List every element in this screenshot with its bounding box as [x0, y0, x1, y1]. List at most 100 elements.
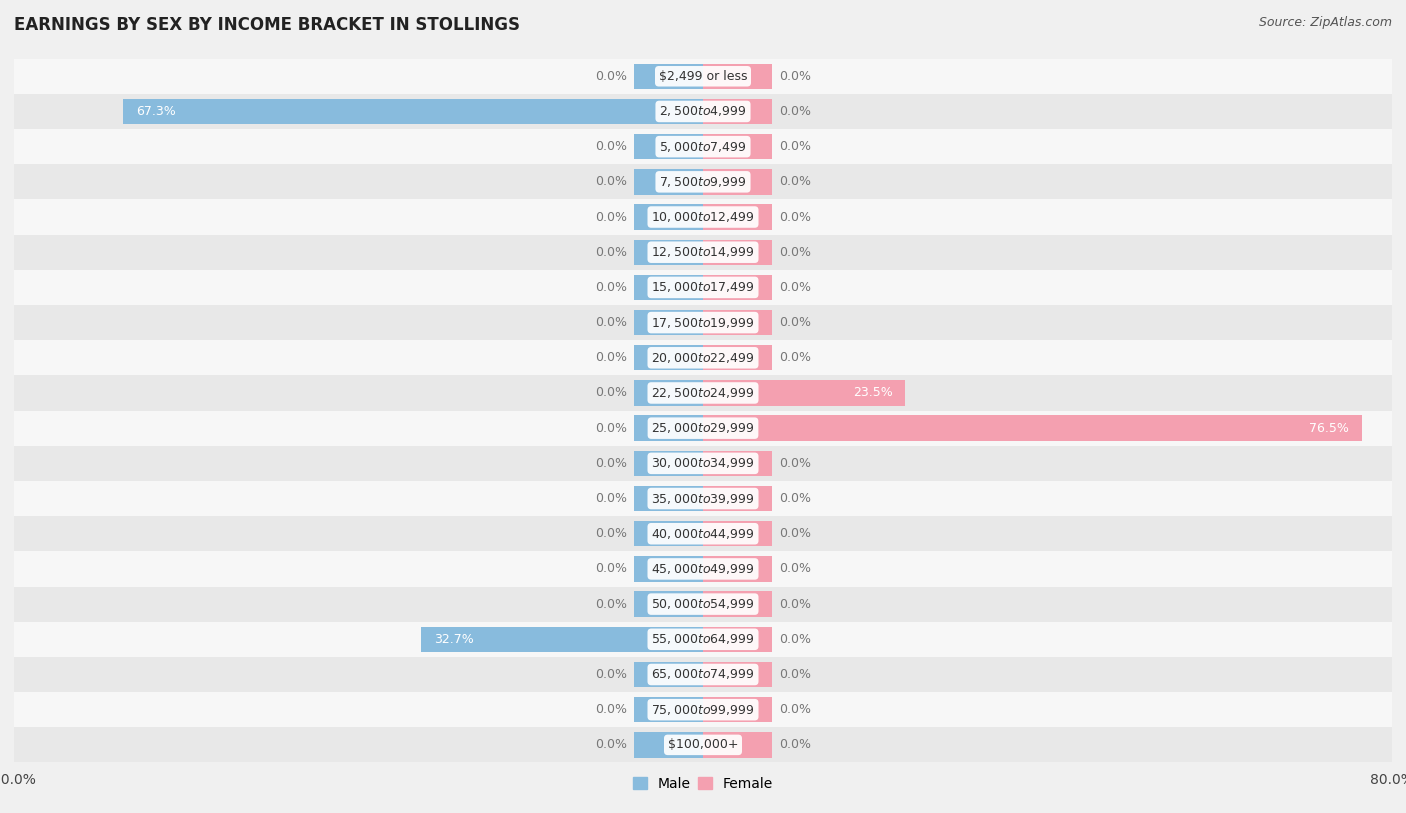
Text: 0.0%: 0.0%: [779, 598, 811, 611]
Bar: [14, 516, 1392, 551]
Text: $30,000 to $34,999: $30,000 to $34,999: [651, 456, 755, 471]
Text: 0.0%: 0.0%: [595, 386, 627, 399]
Text: $20,000 to $22,499: $20,000 to $22,499: [651, 350, 755, 365]
Text: $35,000 to $39,999: $35,000 to $39,999: [651, 492, 755, 506]
Text: 0.0%: 0.0%: [595, 563, 627, 576]
Text: 0.0%: 0.0%: [595, 703, 627, 716]
Bar: [703, 275, 772, 300]
Bar: [703, 134, 772, 159]
Text: $12,500 to $14,999: $12,500 to $14,999: [651, 246, 755, 259]
Bar: [703, 415, 1362, 441]
Bar: [634, 169, 703, 194]
Bar: [634, 415, 703, 441]
Bar: [124, 99, 703, 124]
Bar: [634, 450, 703, 476]
Bar: [703, 521, 772, 546]
Bar: [14, 622, 1392, 657]
Bar: [703, 99, 772, 124]
Bar: [634, 486, 703, 511]
Bar: [634, 556, 703, 581]
Text: 0.0%: 0.0%: [779, 70, 811, 83]
Text: 0.0%: 0.0%: [595, 316, 627, 329]
Bar: [14, 305, 1392, 340]
Text: 67.3%: 67.3%: [136, 105, 176, 118]
Text: $2,499 or less: $2,499 or less: [659, 70, 747, 83]
Text: 0.0%: 0.0%: [595, 246, 627, 259]
Text: 0.0%: 0.0%: [595, 176, 627, 189]
Text: $5,000 to $7,499: $5,000 to $7,499: [659, 140, 747, 154]
Bar: [703, 240, 772, 265]
Text: 0.0%: 0.0%: [779, 176, 811, 189]
Text: 0.0%: 0.0%: [779, 140, 811, 153]
Bar: [14, 376, 1392, 411]
Bar: [703, 63, 772, 89]
Bar: [703, 204, 772, 230]
Bar: [634, 733, 703, 758]
Text: $2,500 to $4,999: $2,500 to $4,999: [659, 104, 747, 119]
Bar: [634, 521, 703, 546]
Text: EARNINGS BY SEX BY INCOME BRACKET IN STOLLINGS: EARNINGS BY SEX BY INCOME BRACKET IN STO…: [14, 16, 520, 34]
Bar: [703, 697, 772, 722]
Bar: [634, 63, 703, 89]
Bar: [14, 93, 1392, 129]
Text: $10,000 to $12,499: $10,000 to $12,499: [651, 210, 755, 224]
Bar: [703, 591, 772, 617]
Text: Source: ZipAtlas.com: Source: ZipAtlas.com: [1258, 16, 1392, 29]
Text: $65,000 to $74,999: $65,000 to $74,999: [651, 667, 755, 681]
Text: 0.0%: 0.0%: [779, 316, 811, 329]
Text: 0.0%: 0.0%: [595, 457, 627, 470]
Bar: [14, 59, 1392, 93]
Text: 0.0%: 0.0%: [595, 598, 627, 611]
Bar: [14, 657, 1392, 692]
Text: 0.0%: 0.0%: [595, 492, 627, 505]
Bar: [703, 310, 772, 335]
Text: 0.0%: 0.0%: [779, 668, 811, 681]
Text: 0.0%: 0.0%: [779, 281, 811, 294]
Text: $25,000 to $29,999: $25,000 to $29,999: [651, 421, 755, 435]
Bar: [14, 129, 1392, 164]
Bar: [14, 199, 1392, 235]
Text: 0.0%: 0.0%: [779, 492, 811, 505]
Bar: [703, 380, 905, 406]
Bar: [14, 446, 1392, 481]
Bar: [14, 270, 1392, 305]
Text: 0.0%: 0.0%: [595, 351, 627, 364]
Text: $55,000 to $64,999: $55,000 to $64,999: [651, 633, 755, 646]
Bar: [703, 733, 772, 758]
Bar: [634, 345, 703, 371]
Text: 0.0%: 0.0%: [595, 422, 627, 435]
Bar: [703, 486, 772, 511]
Bar: [14, 728, 1392, 763]
Text: $75,000 to $99,999: $75,000 to $99,999: [651, 702, 755, 717]
Bar: [634, 240, 703, 265]
Text: 0.0%: 0.0%: [779, 563, 811, 576]
Legend: Male, Female: Male, Female: [627, 771, 779, 796]
Text: 0.0%: 0.0%: [595, 70, 627, 83]
Text: 0.0%: 0.0%: [595, 527, 627, 540]
Text: 0.0%: 0.0%: [595, 211, 627, 224]
Bar: [634, 275, 703, 300]
Text: 0.0%: 0.0%: [779, 105, 811, 118]
Text: 0.0%: 0.0%: [595, 140, 627, 153]
Text: $45,000 to $49,999: $45,000 to $49,999: [651, 562, 755, 576]
Text: 32.7%: 32.7%: [434, 633, 474, 646]
Text: $100,000+: $100,000+: [668, 738, 738, 751]
Bar: [634, 591, 703, 617]
Text: 0.0%: 0.0%: [595, 738, 627, 751]
Text: 23.5%: 23.5%: [852, 386, 893, 399]
Bar: [634, 697, 703, 722]
Text: 0.0%: 0.0%: [779, 351, 811, 364]
Bar: [14, 692, 1392, 728]
Bar: [634, 204, 703, 230]
Bar: [14, 164, 1392, 199]
Text: $22,500 to $24,999: $22,500 to $24,999: [651, 386, 755, 400]
Bar: [703, 662, 772, 687]
Text: 0.0%: 0.0%: [595, 281, 627, 294]
Bar: [14, 235, 1392, 270]
Bar: [703, 556, 772, 581]
Bar: [634, 662, 703, 687]
Bar: [703, 169, 772, 194]
Bar: [422, 627, 703, 652]
Bar: [703, 450, 772, 476]
Bar: [703, 627, 772, 652]
